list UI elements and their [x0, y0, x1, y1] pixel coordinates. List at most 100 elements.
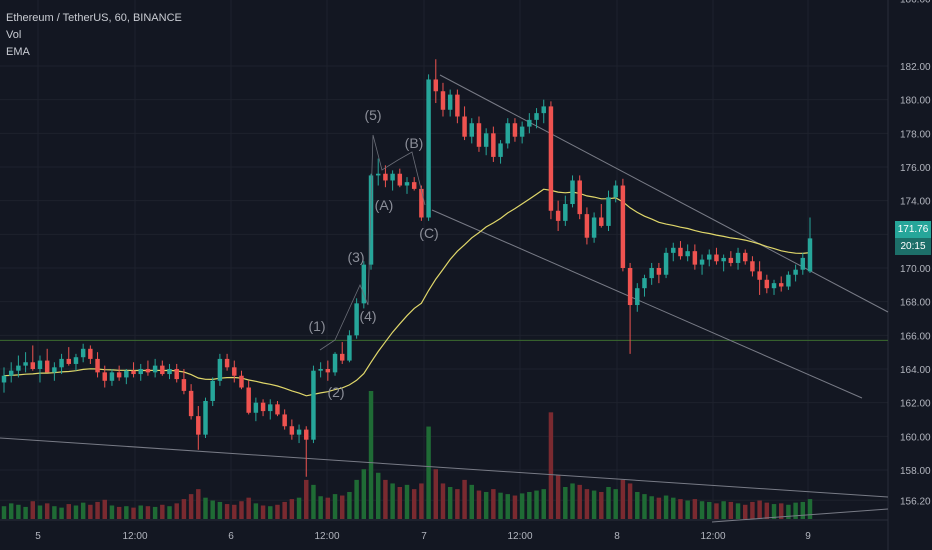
volume-bar — [268, 506, 273, 519]
candle-body — [620, 185, 626, 268]
volume-bar — [764, 502, 770, 519]
volume-bar — [548, 412, 554, 519]
volume-bar — [318, 496, 323, 519]
volume-bar — [23, 506, 28, 519]
wave-label: (B) — [405, 135, 424, 151]
candle-body — [253, 402, 259, 413]
candle-body — [642, 278, 647, 289]
volume-bar — [599, 491, 604, 519]
candle-body — [131, 370, 136, 375]
candle-body — [591, 217, 597, 238]
volume-indicator-label[interactable]: Vol — [6, 29, 22, 41]
candle-body — [217, 358, 223, 381]
volume-bar — [80, 502, 86, 519]
volume-bar — [138, 505, 143, 519]
candle-body — [347, 335, 352, 361]
candle-body — [656, 268, 662, 275]
candle-body — [239, 375, 244, 388]
candle-body — [375, 173, 381, 176]
volume-bar — [512, 495, 518, 519]
candle-body — [282, 414, 287, 427]
volume-bar — [16, 504, 21, 519]
candle-body — [404, 182, 410, 186]
candle-body — [102, 372, 107, 381]
volume-bar — [534, 490, 539, 519]
candle-body — [778, 283, 784, 287]
volume-bar — [570, 483, 575, 519]
volume-bar — [555, 474, 561, 519]
candle-body — [196, 416, 201, 435]
upper-channel-line — [439, 74, 889, 313]
x-tick-label: 9 — [805, 531, 811, 542]
candle-body — [671, 247, 676, 253]
volume-bar — [793, 502, 798, 519]
candle-body — [160, 365, 165, 375]
candle-body — [1, 375, 7, 383]
volume-bar — [476, 490, 482, 519]
candle-body — [325, 369, 331, 373]
candle-body — [721, 257, 726, 262]
volume-bar — [771, 504, 777, 519]
candle-body — [73, 357, 79, 364]
candle-body — [570, 180, 575, 205]
volume-bar — [30, 501, 36, 519]
volume-bar — [375, 472, 381, 519]
candle-body — [52, 367, 57, 373]
x-tick-label: 12:00 — [700, 531, 725, 542]
wave-label: (3) — [347, 249, 364, 265]
volume-bar — [160, 504, 165, 519]
volume-bar — [296, 497, 302, 519]
volume-bar — [656, 497, 662, 519]
candle-body — [275, 404, 280, 415]
volume-bar — [577, 484, 582, 519]
volume-bar — [52, 506, 57, 519]
candle-body — [397, 173, 403, 186]
candle-body — [66, 358, 71, 364]
candle-body — [692, 251, 698, 265]
candle-body — [505, 123, 510, 144]
candle-body — [800, 257, 806, 270]
volume-bar — [440, 483, 446, 519]
candle-body — [491, 133, 496, 157]
volume-bar — [282, 501, 287, 519]
volume-bar — [519, 493, 525, 519]
volume-bar — [671, 497, 676, 519]
volume-bar — [224, 504, 230, 519]
candle-body — [419, 188, 424, 218]
candle-body — [311, 370, 316, 440]
candle-body — [116, 372, 122, 378]
candle-body — [95, 358, 100, 373]
y-tick-label: 170.00 — [900, 264, 931, 275]
volume-bar — [109, 505, 115, 519]
volume-bar — [95, 501, 100, 519]
volume-bar — [59, 507, 64, 519]
legend: Ethereum / TetherUS, 60, BINANCE Vol EMA — [6, 10, 182, 61]
wave-connector-line — [319, 134, 426, 351]
volume-bar — [37, 505, 43, 519]
volume-bar — [800, 501, 806, 519]
volume-bar — [750, 501, 755, 519]
candle-body — [246, 387, 251, 413]
ema-indicator-label[interactable]: EMA — [6, 46, 30, 58]
candle-body — [390, 173, 395, 181]
volume-bar — [152, 506, 158, 519]
candle-body — [807, 238, 813, 272]
wave-label: (C) — [419, 225, 438, 241]
volume-bar — [426, 426, 431, 519]
volume-bar — [455, 489, 460, 519]
volume-bar — [649, 496, 654, 519]
volume-bar — [685, 500, 690, 519]
candle-body — [447, 94, 453, 110]
long-trend-line — [0, 437, 889, 498]
volume-bar — [707, 501, 712, 519]
volume-bar — [73, 505, 79, 519]
volume-bar — [354, 479, 359, 519]
lower-trend-line — [711, 508, 889, 523]
candle-body — [606, 197, 611, 226]
volume-bar — [692, 499, 698, 519]
symbol-title[interactable]: Ethereum / TetherUS, 60, BINANCE — [6, 12, 182, 24]
volume-bar — [699, 501, 705, 519]
volume-bar — [275, 504, 280, 519]
y-tick-label: 178.00 — [900, 129, 931, 140]
